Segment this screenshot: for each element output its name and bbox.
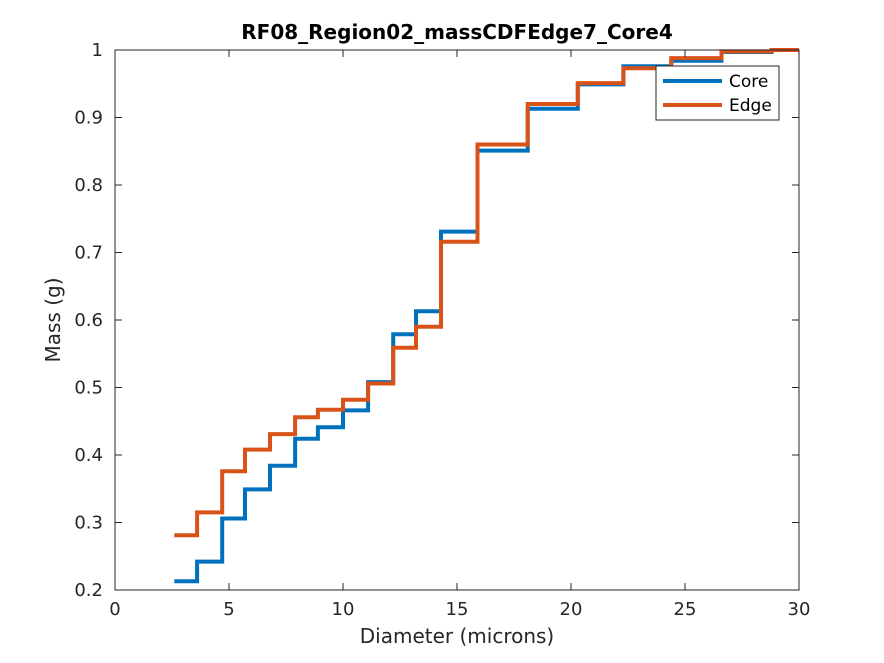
legend-box — [655, 65, 780, 121]
y-tick-label: 0.8 — [74, 175, 103, 196]
y-axis-label: Mass (g) — [41, 277, 65, 362]
x-tick-label: 25 — [674, 599, 697, 620]
x-axis-label: Diameter (microns) — [360, 624, 554, 648]
ticks-layer: 0 5 10 15 20 25 30 0.2 0.3 0.4 0.5 0.6 0.7 0.8 0.9 1 — [74, 40, 810, 620]
legend-label-edge: Edge — [729, 96, 772, 116]
x-tick-label: 0 — [109, 599, 120, 620]
x-tick-label: 5 — [223, 599, 234, 620]
legend: Core Edge — [655, 65, 780, 121]
plot-area — [115, 50, 799, 590]
y-tick-label: 0.5 — [74, 378, 103, 399]
chart-title: RF08_Region02_massCDFEdge7_Core4 — [241, 20, 672, 44]
y-tick-label: 0.2 — [74, 580, 103, 601]
y-tick-label: 0.7 — [74, 243, 103, 264]
x-tick-label: 30 — [788, 599, 811, 620]
y-tick-label: 1 — [92, 40, 103, 61]
y-tick-label: 0.4 — [74, 445, 103, 466]
x-tick-label: 10 — [332, 599, 355, 620]
y-tick-label: 0.9 — [74, 108, 103, 129]
y-tick-label: 0.6 — [74, 310, 103, 331]
x-tick-label: 20 — [560, 599, 583, 620]
y-tick-label: 0.3 — [74, 513, 103, 534]
legend-label-core: Core — [729, 72, 768, 92]
x-tick-label: 15 — [446, 599, 469, 620]
